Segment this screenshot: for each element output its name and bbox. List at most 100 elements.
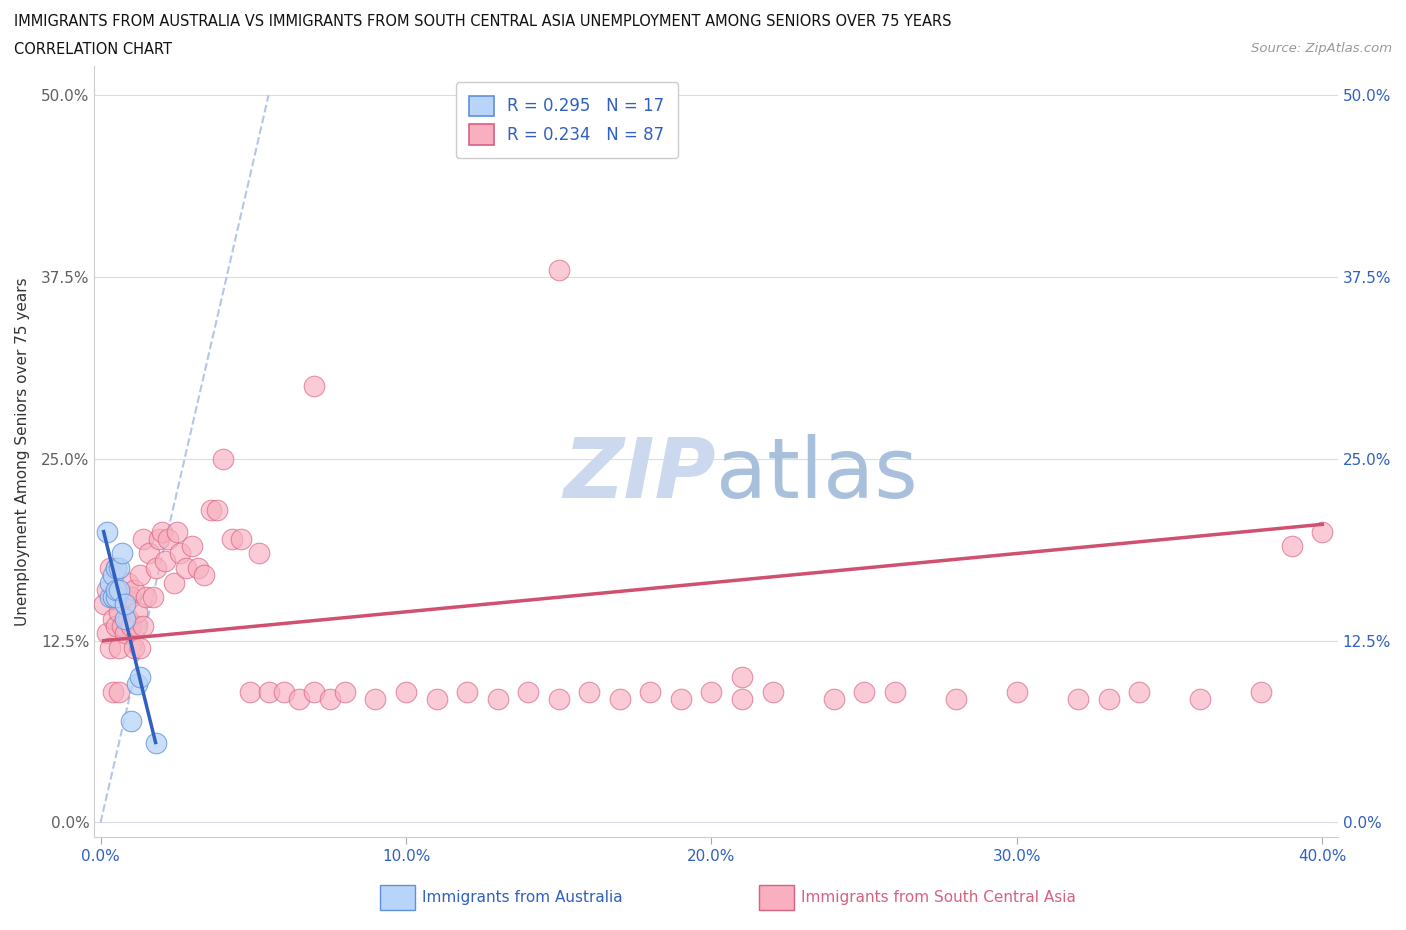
- Point: [318, 691, 340, 706]
- Point: [101, 684, 124, 699]
- Point: [129, 670, 152, 684]
- Point: [120, 618, 142, 633]
- Point: [211, 451, 233, 466]
- Point: [114, 590, 136, 604]
- Point: [249, 546, 271, 561]
- Point: [364, 691, 387, 706]
- Point: [229, 531, 252, 546]
- Point: [101, 611, 124, 626]
- Point: [117, 575, 139, 590]
- Point: [700, 684, 723, 699]
- Point: [517, 684, 540, 699]
- Point: [181, 538, 204, 553]
- Point: [1281, 538, 1303, 553]
- Point: [129, 641, 152, 656]
- Text: Source: ZipAtlas.com: Source: ZipAtlas.com: [1251, 42, 1392, 55]
- Point: [108, 582, 131, 597]
- Point: [257, 684, 280, 699]
- Point: [98, 575, 121, 590]
- Text: IMMIGRANTS FROM AUSTRALIA VS IMMIGRANTS FROM SOUTH CENTRAL ASIA UNEMPLOYMENT AMO: IMMIGRANTS FROM AUSTRALIA VS IMMIGRANTS …: [14, 14, 952, 29]
- Point: [669, 691, 692, 706]
- Text: Immigrants from Australia: Immigrants from Australia: [422, 890, 623, 905]
- Point: [96, 626, 118, 641]
- Point: [101, 590, 124, 604]
- Point: [148, 531, 170, 546]
- Point: [138, 546, 160, 561]
- Point: [135, 590, 157, 604]
- Point: [101, 568, 124, 583]
- Point: [145, 735, 167, 750]
- Point: [823, 691, 845, 706]
- Point: [547, 262, 569, 277]
- Point: [127, 677, 149, 692]
- Point: [108, 604, 131, 619]
- Legend: R = 0.295   N = 17, R = 0.234   N = 87: R = 0.295 N = 17, R = 0.234 N = 87: [456, 82, 678, 158]
- Point: [104, 561, 127, 576]
- Point: [114, 626, 136, 641]
- Point: [98, 641, 121, 656]
- Point: [104, 582, 127, 597]
- Point: [108, 561, 131, 576]
- Point: [273, 684, 295, 699]
- Text: atlas: atlas: [716, 434, 918, 515]
- Point: [122, 582, 145, 597]
- Point: [761, 684, 783, 699]
- Point: [166, 525, 188, 539]
- Point: [93, 597, 115, 612]
- Point: [108, 684, 131, 699]
- Point: [108, 641, 131, 656]
- Point: [221, 531, 243, 546]
- Point: [426, 691, 449, 706]
- Point: [731, 691, 754, 706]
- Point: [104, 590, 127, 604]
- Point: [1097, 691, 1119, 706]
- Point: [132, 531, 155, 546]
- Point: [122, 641, 145, 656]
- Point: [120, 713, 142, 728]
- Point: [96, 525, 118, 539]
- Point: [127, 618, 149, 633]
- Point: [111, 546, 134, 561]
- Point: [205, 502, 228, 517]
- Point: [117, 611, 139, 626]
- Point: [640, 684, 662, 699]
- Point: [1005, 684, 1028, 699]
- Point: [304, 379, 326, 393]
- Point: [456, 684, 478, 699]
- Point: [200, 502, 222, 517]
- Point: [156, 531, 179, 546]
- Point: [104, 561, 127, 576]
- Point: [547, 691, 569, 706]
- Point: [174, 561, 197, 576]
- Point: [141, 590, 163, 604]
- Point: [145, 561, 167, 576]
- Point: [169, 546, 191, 561]
- Text: ZIP: ZIP: [564, 434, 716, 515]
- Point: [132, 618, 155, 633]
- Point: [731, 670, 754, 684]
- Point: [150, 525, 173, 539]
- Point: [163, 575, 186, 590]
- Point: [104, 590, 127, 604]
- Point: [111, 590, 134, 604]
- Y-axis label: Unemployment Among Seniors over 75 years: Unemployment Among Seniors over 75 years: [15, 277, 30, 626]
- Point: [127, 604, 149, 619]
- Point: [1067, 691, 1090, 706]
- Point: [288, 691, 311, 706]
- Point: [609, 691, 631, 706]
- Point: [486, 691, 509, 706]
- Point: [111, 618, 134, 633]
- Point: [1312, 525, 1334, 539]
- Point: [193, 568, 215, 583]
- Point: [853, 684, 876, 699]
- Point: [104, 618, 127, 633]
- Point: [304, 684, 326, 699]
- Point: [239, 684, 262, 699]
- Point: [96, 582, 118, 597]
- Point: [98, 590, 121, 604]
- Point: [120, 590, 142, 604]
- Text: Immigrants from South Central Asia: Immigrants from South Central Asia: [801, 890, 1077, 905]
- Point: [1189, 691, 1212, 706]
- Point: [395, 684, 418, 699]
- Point: [101, 590, 124, 604]
